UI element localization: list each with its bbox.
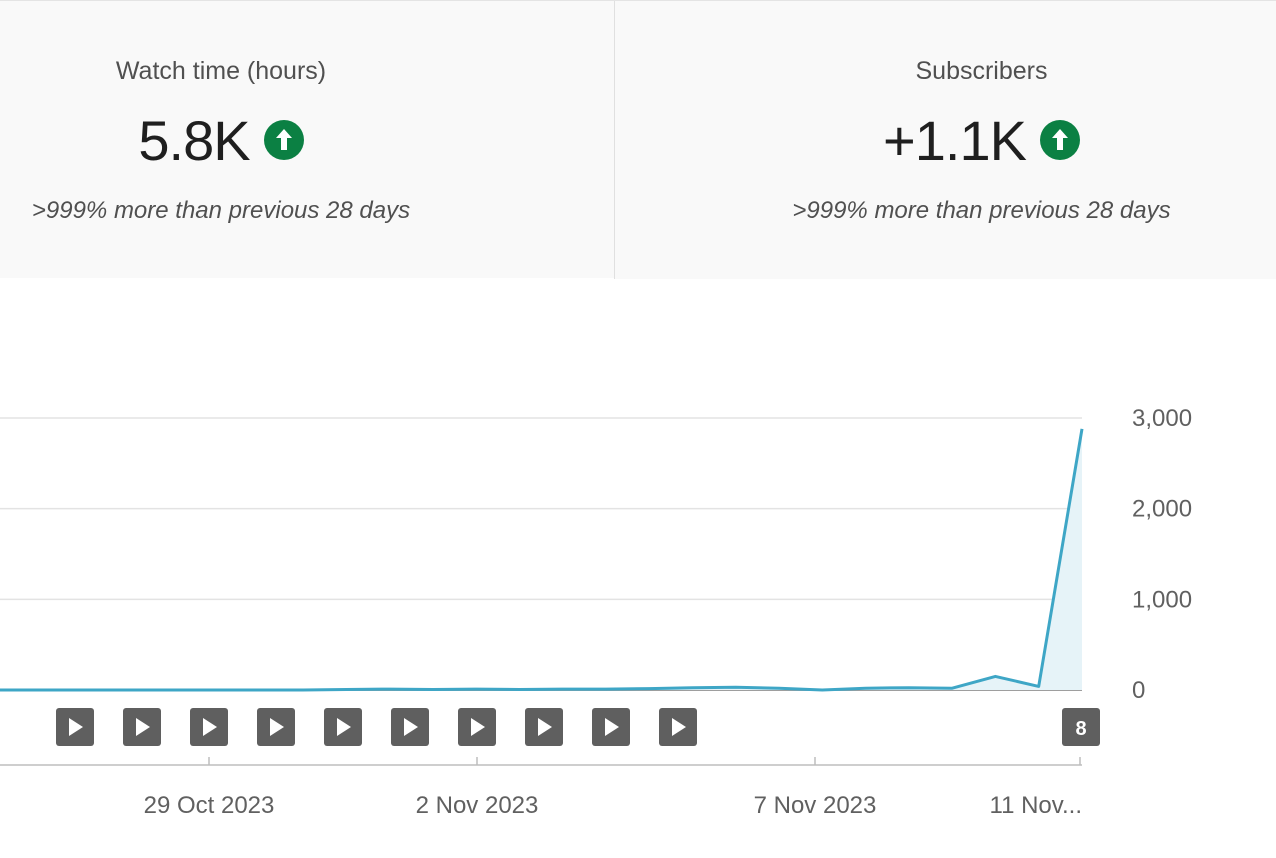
metric-divider (614, 1, 615, 279)
metric-value-row: +1.1K (651, 105, 1276, 175)
x-tick-label: 29 Oct 2023 (144, 792, 275, 819)
arrow-up-circle-icon (263, 120, 304, 160)
play-icon (404, 718, 418, 736)
play-icon (270, 718, 284, 736)
metric-value: +1.1K (883, 108, 1027, 172)
metric-card-watch-time[interactable]: Watch time (hours) 5.8K >999% more than … (0, 1, 614, 279)
play-icon (538, 718, 552, 736)
series-area (0, 428, 1082, 690)
chart-canvas: 3,000 2,000 1,000 0 8 29 Oct 2023 2 Nov 2023 7 … (0, 405, 1192, 819)
x-tick-label: 11 Nov... (990, 792, 1082, 819)
metric-value-row: 5.8K (0, 105, 528, 175)
metric-comparison: >999% more than previous 28 days (792, 197, 1171, 224)
arrow-up-circle-icon (1039, 120, 1080, 160)
series-line (0, 428, 1084, 692)
metric-value: 5.8K (138, 108, 250, 172)
watch-time-chart: 3,000 2,000 1,000 0 8 29 Oct 2023 2 Nov 2023 7 … (0, 278, 1276, 858)
metric-label: Subscribers (915, 57, 1048, 85)
play-icon (471, 718, 485, 736)
play-icon (605, 718, 619, 736)
metric-comparison: >999% more than previous 28 days (31, 197, 411, 224)
video-marker-cluster[interactable] (1062, 708, 1100, 746)
y-tick-label: 0 (1132, 677, 1145, 704)
video-marker-count: 8 (1075, 718, 1086, 740)
y-tick-label: 2,000 (1132, 496, 1192, 523)
play-icon (136, 718, 150, 736)
y-tick-label: 3,000 (1132, 405, 1192, 432)
play-icon (69, 718, 83, 736)
play-icon (672, 718, 686, 736)
x-tick-label: 7 Nov 2023 (754, 792, 877, 819)
metric-label: Watch time (hours) (115, 57, 327, 85)
metrics-panel: Watch time (hours) 5.8K >999% more than … (0, 0, 1276, 279)
metric-card-subscribers[interactable]: Subscribers +1.1K >999% more than previo… (615, 1, 1276, 279)
play-icon (203, 718, 217, 736)
x-tick-label: 2 Nov 2023 (416, 792, 539, 819)
play-icon (337, 718, 351, 736)
y-tick-label: 1,000 (1132, 586, 1192, 613)
